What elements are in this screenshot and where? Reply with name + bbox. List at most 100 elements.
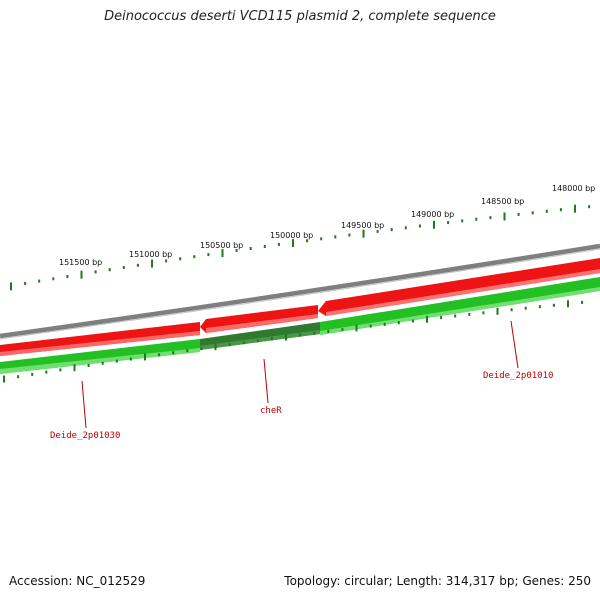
reverse-strand-track [0, 258, 600, 356]
lower-tick [158, 353, 161, 357]
gene-label-cher[interactable]: cheR [260, 406, 282, 416]
ruler-tick [390, 228, 393, 232]
ruler-tick [531, 211, 534, 215]
ruler-tick [263, 245, 266, 248]
lower-tick [129, 357, 132, 361]
ruler-tick [249, 247, 252, 250]
ruler-tick [52, 277, 55, 281]
scale-label: 151500 bp [59, 258, 102, 267]
lower-tick [355, 324, 358, 332]
ruler-tick [292, 239, 294, 248]
lower-tick [186, 349, 189, 353]
ruler-tick [559, 208, 562, 212]
accession-text: Accession: NC_012529 [9, 574, 146, 588]
ruler-tick [108, 268, 111, 272]
lower-tick [45, 370, 48, 374]
ruler-tick [165, 259, 168, 263]
lower-tick [383, 322, 386, 326]
ruler-tick [66, 275, 69, 278]
ruler-tick [461, 219, 464, 223]
ruler-tick [320, 237, 323, 241]
scale-label: 150500 bp [200, 241, 243, 250]
ruler-tick [235, 249, 238, 252]
lower-tick [468, 312, 471, 316]
lower-tick [17, 375, 20, 379]
scale-ruler [10, 204, 591, 291]
lower-tick [411, 319, 414, 323]
lower-tick [172, 351, 175, 355]
lower-tick [313, 331, 316, 335]
lower-tick [440, 316, 443, 320]
ruler-tick [80, 270, 83, 279]
ruler-tick [277, 243, 280, 246]
topology-text: Topology: circular; Length: 314,317 bp; … [284, 574, 591, 588]
lower-tick [567, 300, 569, 308]
ruler-tick [306, 239, 309, 243]
lower-tick [581, 300, 584, 304]
lower-tick [369, 324, 372, 328]
ruler-tick [207, 253, 210, 257]
lower-tick [200, 347, 203, 351]
ruler-tick [179, 257, 182, 261]
ruler-tick [489, 216, 492, 220]
lower-tick [73, 364, 76, 372]
ruler-tick [193, 255, 196, 259]
lower-tick [510, 308, 513, 312]
ruler-tick [348, 233, 351, 237]
ruler-tick [122, 266, 125, 269]
ruler-tick [136, 263, 139, 267]
ruler-tick [545, 209, 548, 213]
ruler-tick [38, 279, 41, 283]
gene-arrow-reverse-shade [326, 269, 600, 316]
lower-tick [426, 315, 428, 323]
lower-tick [242, 341, 245, 345]
lower-tick [101, 361, 104, 365]
map-title: Deinococcus deserti VCD115 plasmid 2, co… [104, 9, 496, 24]
ruler-tick [574, 204, 576, 213]
gene-arrow-forward-shade [0, 348, 200, 374]
ruler-tick [334, 235, 337, 239]
lower-tick [552, 303, 555, 307]
scale-label: 151000 bp [129, 250, 172, 259]
gene-label-leader [81, 380, 87, 429]
ruler-tick [376, 229, 379, 233]
ruler-tick [10, 282, 12, 291]
lower-tick [3, 375, 5, 383]
ruler-tick [447, 221, 450, 225]
ruler-tick [94, 270, 97, 274]
scale-label: 150000 bp [270, 231, 313, 240]
lower-tick [115, 359, 118, 363]
gene-label-leader [263, 358, 269, 404]
ruler-tick [24, 281, 27, 285]
gene-label-deide-2p01010[interactable]: Deide_2p01010 [483, 371, 553, 381]
lower-tick [538, 305, 541, 309]
plasmid-backbone-highlight [0, 248, 600, 340]
gene-arrow-forward-shade [320, 287, 600, 335]
lower-tick [285, 333, 287, 341]
lower-tick [341, 328, 344, 332]
lower-tick [482, 311, 485, 315]
lower-tick [397, 321, 400, 325]
gene-arrow-reverse-shade [206, 314, 318, 333]
plasmid-backbone [0, 243, 600, 339]
lower-tick [524, 306, 527, 310]
lower-tick [299, 333, 302, 337]
ruler-tick [588, 205, 591, 209]
lower-tick [496, 307, 499, 315]
ruler-tick [404, 226, 407, 230]
scale-label: 149000 bp [411, 210, 454, 219]
lower-tick [228, 343, 231, 347]
ruler-tick [221, 249, 224, 258]
lower-tick [59, 368, 62, 372]
scale-label: 149500 bp [341, 221, 384, 230]
lower-tick [144, 353, 146, 361]
gene-arrow-reverse[interactable] [318, 258, 600, 316]
gene-label-deide-2p01030[interactable]: Deide_2p01030 [50, 431, 120, 441]
ruler-tick [517, 212, 520, 216]
lower-tick [327, 329, 330, 333]
ruler-tick [433, 220, 435, 229]
scale-label: 148500 bp [481, 197, 524, 206]
gene-arrow-reverse-shade [0, 331, 200, 356]
ruler-tick [151, 259, 153, 268]
